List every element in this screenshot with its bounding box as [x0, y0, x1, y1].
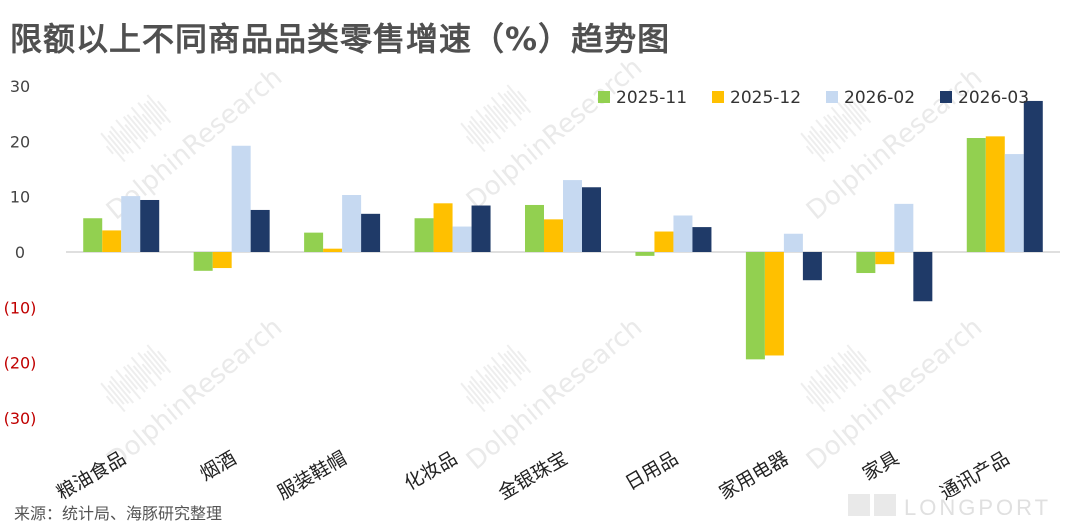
bar [433, 203, 453, 252]
longport-logo: LONGPORT [848, 494, 1051, 520]
bar [140, 199, 160, 252]
svg-text:DolphinResearch: DolphinResearch [461, 52, 648, 216]
legend-label: 2025-11 [616, 88, 687, 108]
category-label: 粮油食品 [53, 447, 130, 504]
bar [452, 226, 472, 252]
y-tick-label: (30) [4, 409, 37, 428]
bar [212, 252, 232, 269]
bar [913, 252, 933, 302]
bar [323, 248, 343, 252]
bar [414, 218, 434, 252]
bar [985, 136, 1005, 252]
bar [304, 232, 324, 252]
bar [654, 231, 674, 252]
category-label: 化妆品 [401, 447, 461, 495]
bar [1004, 154, 1024, 252]
legend-swatch [598, 91, 610, 103]
bar [635, 252, 655, 256]
bar [966, 138, 986, 252]
watermark: DolphinResearch [100, 62, 288, 226]
y-tick-label: (10) [4, 298, 37, 317]
bar [673, 215, 693, 252]
bar [783, 233, 803, 252]
svg-text:DolphinResearch: DolphinResearch [101, 312, 288, 476]
bar [563, 180, 582, 252]
bar [121, 196, 141, 252]
legend-label: 2026-03 [958, 88, 1029, 108]
category-label: 家具 [859, 447, 903, 485]
bar [83, 218, 103, 252]
y-tick-label: (20) [4, 354, 37, 373]
bar [525, 204, 544, 252]
legend-swatch [712, 91, 724, 103]
category-label: 日用品 [622, 447, 682, 495]
bar [802, 252, 822, 281]
svg-text:DolphinResearch: DolphinResearch [801, 312, 988, 476]
bar [193, 252, 213, 271]
y-tick-label: 10 [10, 188, 30, 207]
svg-text:DolphinResearch: DolphinResearch [801, 62, 988, 226]
legend-swatch [826, 91, 838, 103]
chart-title: 限额以上不同商品品类零售增速（%）趋势图 [10, 20, 671, 58]
bar [764, 252, 784, 356]
bar [471, 205, 491, 252]
category-label: 金银珠宝 [495, 447, 572, 504]
watermark: DolphinResearch [800, 312, 988, 476]
svg-text:LONGPORT: LONGPORT [904, 495, 1051, 520]
watermark: DolphinResearch [460, 52, 648, 216]
y-tick-label: 0 [15, 243, 25, 262]
bar [231, 145, 251, 252]
bar [361, 213, 381, 252]
legend-label: 2025-12 [730, 88, 801, 108]
y-tick-label: 30 [10, 77, 30, 96]
bar [856, 252, 876, 274]
source-note: 来源：统计局、海豚研究整理 [14, 504, 223, 523]
watermark: DolphinResearch [800, 62, 988, 226]
watermark: DolphinResearch [100, 312, 288, 476]
legend-label: 2026-02 [844, 88, 915, 108]
bar [894, 203, 914, 252]
bar [342, 195, 362, 252]
category-label: 家用电器 [716, 447, 793, 504]
bar [745, 252, 765, 360]
category-label: 烟酒 [196, 447, 240, 485]
category-label: 服装鞋帽 [274, 447, 351, 504]
bar [102, 230, 122, 252]
bar [544, 219, 563, 252]
y-tick-label: 20 [10, 132, 30, 151]
bar [875, 252, 895, 265]
watermark: DolphinResearch [460, 312, 648, 476]
bar [250, 209, 270, 252]
legend-swatch [940, 91, 952, 103]
bar [692, 227, 712, 252]
bar [1023, 100, 1043, 252]
bar [582, 187, 601, 252]
